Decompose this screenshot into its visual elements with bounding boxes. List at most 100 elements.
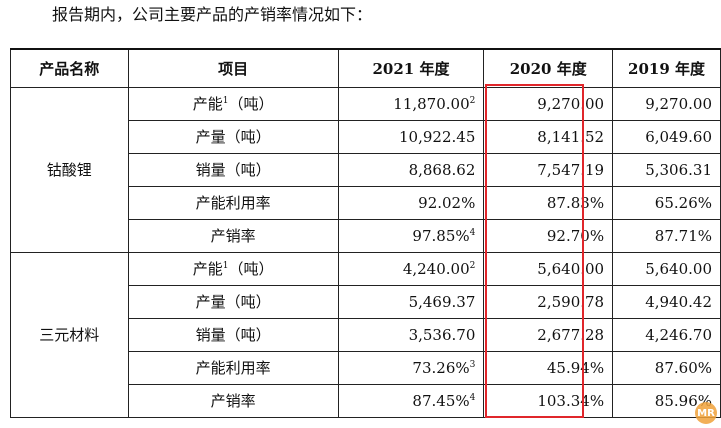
- value-2020-cell: 103.34%: [483, 383, 614, 418]
- item-label: 产能: [192, 260, 223, 278]
- table-row: 三元材料 产能1（吨） 4,240.002 5,640.00 5,640.00: [10, 251, 721, 418]
- value-2019: 87.60%: [654, 358, 712, 377]
- header-2020: 2020 年度: [483, 48, 614, 88]
- value-2020-cell: 5,640.00: [483, 251, 614, 286]
- value-2019: 87.71%: [654, 226, 712, 245]
- value-2020-cell: 87.83%: [483, 185, 614, 220]
- item-cell: 产能利用率: [127, 185, 339, 220]
- value-2020-cell: 45.94%: [483, 350, 614, 385]
- intro-text: 报告期内，公司主要产品的产销率情况如下：: [52, 5, 373, 24]
- value-2021-cell: 97.85%4: [337, 218, 485, 253]
- header-row: 产品名称 项目 2021 年度 2020 年度 2019 年度: [10, 48, 721, 88]
- item-label: 产销率: [210, 227, 256, 245]
- table-row: 产量（吨） 5,469.37 2,590.78 4,940.42: [11, 284, 721, 319]
- value-2019-cell: 4,246.70: [612, 317, 721, 352]
- value-2021: 4,240.00: [402, 259, 470, 278]
- value-2021-cell: 3,536.70: [337, 317, 485, 352]
- value-footnote: 4: [469, 227, 476, 238]
- value-2019: 65.26%: [654, 193, 712, 212]
- item-cell: 产能利用率: [127, 350, 339, 385]
- item-cell: 产能1（吨）: [127, 86, 339, 121]
- table-row: 钴酸锂 产能1（吨） 11,870.002 9,270.00 9,270.00: [10, 86, 721, 253]
- value-2019-cell: 5,640.00: [612, 251, 721, 286]
- value-2019: 5,640.00: [645, 259, 712, 278]
- header-2019: 2019 年度: [612, 48, 721, 88]
- item-label: 产销率: [210, 392, 256, 410]
- value-2021-cell: 8,868.62: [337, 152, 485, 187]
- value-2020-cell: 2,590.78: [483, 284, 614, 319]
- value-2020: 8,141.52: [537, 127, 605, 146]
- table-row: 产量（吨） 10,922.45 8,141.52 6,049.60: [11, 119, 721, 154]
- item-cell: 销量（吨）: [127, 317, 339, 352]
- table-body: 钴酸锂 产能1（吨） 11,870.002 9,270.00 9,270.00 产量（吨）…: [10, 86, 721, 418]
- table-row: 产能利用率 92.02% 87.83% 65.26%: [11, 185, 721, 220]
- table-row: 销量（吨） 3,536.70 2,677.28 4,246.70: [11, 317, 721, 352]
- item-footnote: 1: [222, 96, 229, 106]
- value-2020: 92.70%: [546, 226, 605, 245]
- value-footnote: 2: [469, 260, 476, 271]
- item-label: 产量（吨）: [195, 128, 271, 146]
- header-item: 项目: [127, 48, 339, 88]
- item-label: 产能利用率: [195, 359, 271, 377]
- value-2019-cell: 65.26%: [612, 185, 721, 220]
- value-2021: 97.85%: [412, 226, 470, 245]
- value-2020: 7,547.19: [537, 160, 605, 179]
- value-2019-cell: 9,270.00: [612, 86, 721, 121]
- value-2020-cell: 92.70%: [483, 218, 614, 253]
- value-2020-cell: 9,270.00: [483, 86, 614, 121]
- item-cell: 产销率: [127, 383, 339, 418]
- value-2021-cell: 87.45%4: [337, 383, 485, 418]
- value-2019-cell: 87.60%: [612, 350, 721, 385]
- value-2021: 11,870.00: [393, 94, 470, 113]
- value-2020: 45.94%: [546, 358, 605, 377]
- item-label: 销量（吨）: [195, 326, 271, 344]
- value-2021: 8,868.62: [408, 160, 476, 179]
- value-2020-cell: 8,141.52: [483, 119, 614, 154]
- item-unit: （吨）: [228, 260, 274, 278]
- product-name-cell: 钴酸锂: [10, 86, 129, 253]
- item-cell: 产销率: [127, 218, 339, 253]
- value-2020: 5,640.00: [537, 259, 605, 278]
- value-2021-cell: 92.02%: [337, 185, 485, 220]
- header-2021: 2021 年度: [337, 48, 485, 88]
- value-2019-cell: 5,306.31: [612, 152, 721, 187]
- value-2019: 6,049.60: [645, 127, 712, 146]
- value-2020: 2,677.28: [537, 325, 605, 344]
- value-2021-cell: 5,469.37: [337, 284, 485, 319]
- value-2021: 5,469.37: [408, 292, 476, 311]
- value-footnote: 4: [469, 392, 476, 403]
- item-footnote: 1: [222, 261, 229, 271]
- value-2021-cell: 10,922.45: [337, 119, 485, 154]
- value-2021: 87.45%: [412, 391, 470, 410]
- value-2020: 9,270.00: [537, 94, 605, 113]
- value-2021: 73.26%: [412, 358, 470, 377]
- value-2019: 9,270.00: [645, 94, 712, 113]
- value-footnote: 2: [469, 95, 476, 106]
- capacity-sales-table: 产品名称 项目 2021 年度 2020 年度 2019 年度 钴酸锂 产能1（吨…: [10, 48, 721, 418]
- value-2019-cell: 85.96%: [612, 383, 721, 418]
- value-2019: 5,306.31: [645, 160, 712, 179]
- table-row: 产能利用率 73.26%3 45.94% 87.60%: [11, 350, 721, 385]
- item-label: 产能: [192, 95, 223, 113]
- value-2020-cell: 2,677.28: [483, 317, 614, 352]
- value-2021: 92.02%: [418, 193, 476, 212]
- table-row: 产销率 87.45%4 103.34% 85.96%: [11, 383, 721, 418]
- value-2020: 2,590.78: [537, 292, 605, 311]
- value-2021-cell: 11,870.002: [337, 86, 485, 121]
- value-2019-cell: 87.71%: [612, 218, 721, 253]
- watermark-logo: MR: [695, 402, 717, 424]
- value-2021-cell: 73.26%3: [337, 350, 485, 385]
- product-name-cell: 三元材料: [10, 251, 129, 418]
- item-cell: 产能1（吨）: [127, 251, 339, 286]
- value-2019: 4,940.42: [645, 292, 712, 311]
- value-footnote: 3: [469, 359, 476, 370]
- value-2019: 4,246.70: [645, 325, 712, 344]
- value-2021: 10,922.45: [399, 127, 476, 146]
- value-2021: 3,536.70: [408, 325, 476, 344]
- item-label: 销量（吨）: [195, 161, 271, 179]
- value-2020: 87.83%: [546, 193, 605, 212]
- table-row: 产销率 97.85%4 92.70% 87.71%: [11, 218, 721, 253]
- value-2020: 103.34%: [537, 391, 605, 410]
- item-cell: 销量（吨）: [127, 152, 339, 187]
- item-cell: 产量（吨）: [127, 284, 339, 319]
